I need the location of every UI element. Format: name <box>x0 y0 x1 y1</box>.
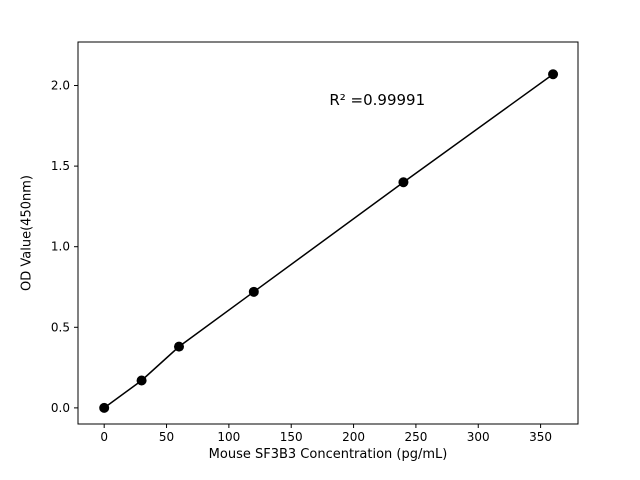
y-tick-label: 2.0 <box>51 79 70 93</box>
y-tick-label: 0.5 <box>51 320 70 334</box>
standard-curve-line <box>103 73 554 409</box>
y-tick-label: 1.5 <box>51 159 70 173</box>
x-tick-label: 50 <box>159 430 174 444</box>
x-tick-label: 300 <box>467 430 490 444</box>
data-point-marker <box>398 177 409 188</box>
data-point-marker <box>99 402 110 413</box>
plot-frame <box>77 41 579 425</box>
x-tick-label: 200 <box>342 430 365 444</box>
data-point-marker <box>548 69 559 80</box>
y-tick-label: 1.0 <box>51 240 70 254</box>
data-point-marker <box>136 375 147 386</box>
x-tick-label: 100 <box>217 430 240 444</box>
y-tick-label: 0.0 <box>51 401 70 415</box>
x-axis-label: Mouse SF3B3 Concentration (pg/mL) <box>208 447 448 462</box>
x-tick-label: 250 <box>404 430 427 444</box>
x-tick-label: 350 <box>529 430 552 444</box>
x-tick-label: 150 <box>280 430 303 444</box>
data-point-marker <box>173 341 184 352</box>
r-squared-annotation: R² =0.99991 <box>329 91 426 110</box>
y-axis-label: OD Value(450nm) <box>19 175 35 291</box>
x-tick-label: 0 <box>100 430 108 444</box>
data-point-marker <box>248 286 259 297</box>
